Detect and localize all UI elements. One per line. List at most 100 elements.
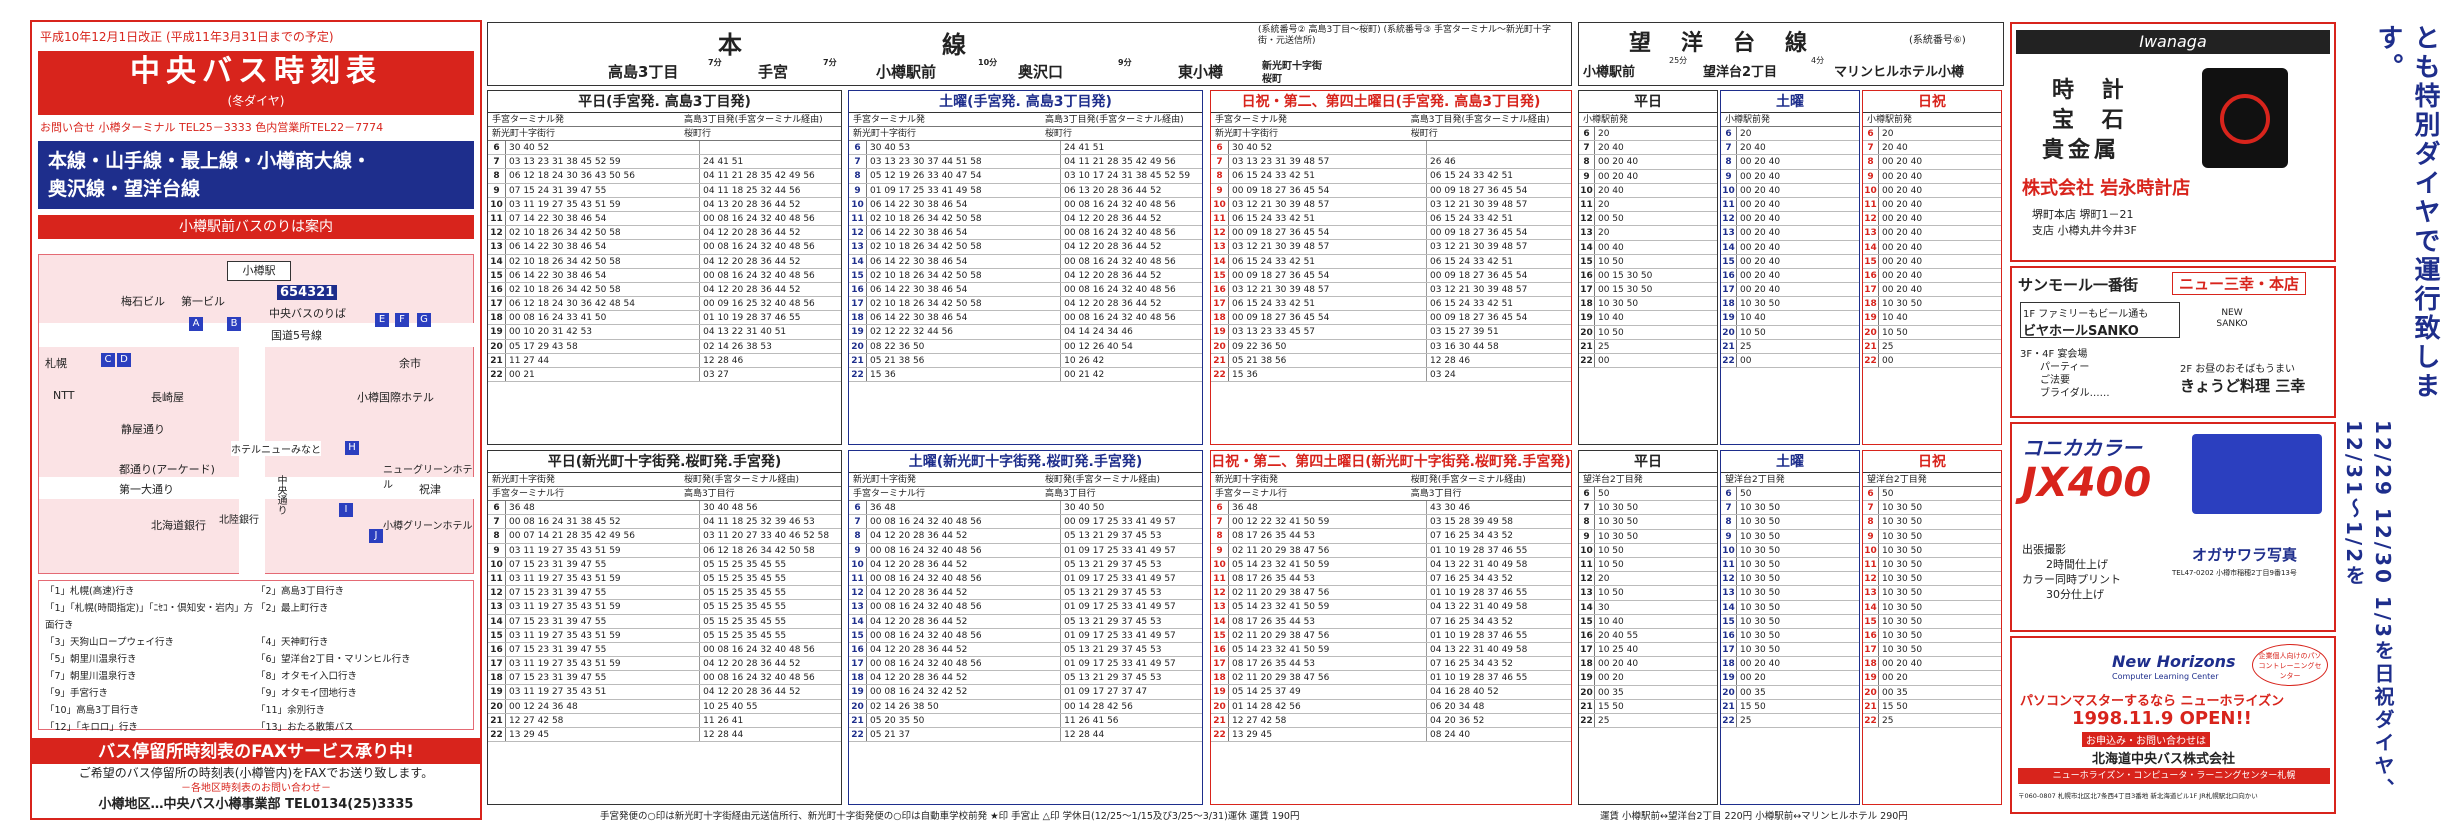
hour-cell: 19 [1721, 671, 1737, 685]
minutes-cell: 00 20 40 [1881, 285, 1923, 296]
legend-item: 「6」望洋台2丁目・マリンヒル行き [256, 654, 411, 665]
sanko-name: ニュー三幸・本店 [2172, 272, 2307, 295]
sanko-logo: NEW SANKO [2216, 308, 2248, 329]
table-row: 19 10 40 [1863, 311, 2001, 326]
hour-cell: 16 [488, 642, 506, 657]
minutes-cell: 36 48 [867, 501, 1062, 515]
minutes-cell: 04 12 20 28 36 44 52 [703, 228, 801, 239]
minutes-cell: 01 10 19 28 37 46 55 [1430, 588, 1528, 599]
hour-cell: 21 [488, 353, 506, 367]
timetable-title: 日祝 [1863, 451, 2001, 473]
minutes-cell: 07 15 23 31 39 47 55 [506, 614, 701, 628]
timetable-title: 日祝 [1863, 91, 2001, 113]
minutes-cell: 20 40 [1739, 143, 1766, 154]
minutes-cell: 01 14 28 42 56 [1229, 699, 1427, 713]
stop-marker-b[interactable]: B [227, 317, 241, 331]
minutes-cell: 04 11 18 25 32 44 56 [703, 185, 801, 196]
hour-cell: 10 [1863, 183, 1879, 197]
hour-cell: 8 [1579, 515, 1595, 529]
stop-marker-a[interactable]: A [189, 317, 203, 331]
minutes-cell: 00 09 18 27 36 45 54 [1229, 226, 1427, 240]
hour-cell: 8 [849, 529, 867, 543]
hour-cell: 12 [1863, 572, 1879, 586]
minutes-cell: 00 20 40 [1881, 659, 1923, 670]
minutes-cell: 00 08 16 24 32 40 48 56 [867, 628, 1062, 642]
table-row: 18 00 09 18 27 36 45 54 00 09 18 27 36 45 … [1211, 311, 1571, 326]
minutes-cell: 10 30 50 [1881, 602, 1923, 613]
hour-cell: 10 [488, 557, 506, 571]
konica-ad: コニカカラー JX400 出張撮影 2時間仕上げ カラー同時プリント 30分仕上… [2010, 422, 2336, 632]
stop-marker-f[interactable]: F [395, 313, 409, 327]
table-row: 18 00 20 40 [1863, 657, 2001, 672]
timetable-dest: 手宮ターミナル行 高島3丁目行 [1211, 487, 1571, 501]
minutes-cell: 00 20 [1597, 673, 1624, 684]
map-label: 静屋通り [121, 423, 165, 436]
sanko-1f-text: 1F ファミリーもビール通も [2023, 309, 2149, 320]
hour-cell: 22 [488, 368, 506, 382]
hour-cell: 7 [1863, 141, 1879, 155]
timetable-dest: 新光町十字街行 桜町行 [1211, 127, 1571, 141]
stop-marker-h[interactable]: H [345, 441, 359, 455]
hour-cell: 17 [1211, 297, 1229, 311]
stop-marker-e[interactable]: E [375, 313, 389, 327]
hour-cell: 10 [1211, 557, 1229, 571]
table-row: 10 00 20 40 [1863, 183, 2001, 198]
hour-cell: 7 [1721, 141, 1737, 155]
minutes-cell: 00 20 40 [1739, 659, 1781, 670]
hour-cell: 22 [1721, 714, 1737, 728]
table-row: 19 10 40 [1579, 311, 1717, 326]
hour-cell: 21 [1579, 339, 1595, 353]
hour-cell: 18 [488, 671, 506, 685]
table-row: 10 06 14 22 30 38 46 54 00 08 16 24 32 40 … [849, 197, 1202, 212]
stop-name: 小樽駅前 [1583, 65, 1636, 80]
boyo-line-header: 望洋台線 (系統番号⑥) 小樽駅前 25分 望洋台2丁目 4分 マリンヒルホテル… [1578, 22, 2004, 86]
hour-cell: 6 [1579, 127, 1595, 141]
hour-cell: 15 [1721, 614, 1737, 628]
table-row: 22 25 [1721, 714, 1859, 729]
stop-name: 小樽駅前 [876, 63, 937, 81]
table-row: 8 05 12 19 26 33 40 47 54 03 10 17 24 31 3… [849, 169, 1202, 184]
table-row: 11 08 17 26 35 44 53 07 16 25 34 43 52 [1211, 571, 1571, 587]
stop-marker-g[interactable]: G [417, 313, 431, 327]
hour-cell: 16 [849, 642, 867, 657]
minutes-cell: 04 16 28 40 52 [1430, 687, 1499, 698]
hour-cell: 6 [1721, 487, 1737, 501]
stop-marker-i[interactable]: I [339, 503, 353, 517]
minutes-cell: 00 20 40 [1597, 171, 1639, 182]
minutes-cell: 00 10 20 31 42 53 [506, 325, 701, 339]
hour-cell: 7 [849, 155, 867, 169]
stop-marker-d[interactable]: D [117, 353, 131, 367]
hour-cell: 15 [488, 268, 506, 282]
minutes-cell: 25 [1739, 716, 1752, 726]
table-row: 17 00 20 40 [1863, 283, 2001, 298]
minutes-cell: 04 12 20 28 36 44 52 [1064, 213, 1162, 224]
table-row: 12 00 50 [1579, 212, 1717, 227]
hour-cell: 12 [849, 586, 867, 600]
timetable: 日祝 望洋台2丁目発 6 50 7 10 30 50 8 10 30 50 9 10 30 50 1… [1862, 450, 2002, 805]
col-header: 望洋台2丁目発 [1583, 475, 1643, 485]
minutes-cell: 10 30 50 [1881, 559, 1923, 570]
stop-marker-c[interactable]: C [101, 353, 115, 367]
table-row: 20 10 50 [1721, 325, 1859, 340]
stop-marker-j[interactable]: J [369, 529, 383, 543]
nh-brand: New Horizons [2112, 652, 2236, 671]
hour-cell: 22 [1721, 354, 1737, 368]
hour-cell: 14 [1721, 600, 1737, 614]
hour-cell: 9 [1579, 169, 1595, 183]
minutes-cell: 06 15 24 33 42 51 [1430, 256, 1514, 267]
hour-cell: 20 [1721, 685, 1737, 699]
minutes-cell: 02 11 20 29 38 47 56 [1229, 543, 1427, 557]
minutes-cell: 20 [1881, 129, 1894, 139]
minutes-cell: 06 14 22 30 38 46 54 [867, 197, 1062, 211]
hour-cell: 6 [849, 501, 867, 515]
hour-cell: 15 [849, 268, 867, 282]
table-row: 17 06 15 24 33 42 51 06 15 24 33 42 51 [1211, 297, 1571, 312]
hour-cell: 7 [488, 515, 506, 529]
stop-name: 手宮 [758, 63, 789, 81]
minutes-cell: 15 36 [1229, 368, 1427, 382]
minutes-cell: 01 09 17 25 33 41 49 57 [1064, 659, 1176, 670]
table-row: 22 00 [1721, 354, 1859, 369]
table-row: 21 25 [1863, 339, 2001, 354]
hour-cell: 20 [1579, 325, 1595, 339]
table-row: 20 02 14 26 38 50 00 14 28 42 56 [849, 699, 1202, 714]
